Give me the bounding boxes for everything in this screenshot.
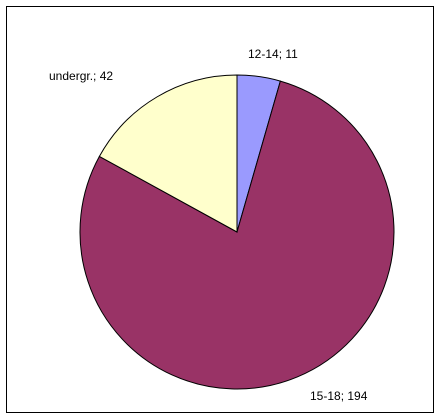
data-label-15-18: 15-18; 194 <box>310 389 368 403</box>
pie-slice-undergr <box>98 74 238 233</box>
pie-data-labels: 12-14; 11 15-18; 194 undergr.; 42 <box>49 47 368 403</box>
data-label-12-14: 12-14; 11 <box>248 47 298 61</box>
data-label-undergr: undergr.; 42 <box>49 69 113 83</box>
pie-slices <box>79 74 395 390</box>
pie-slice-15-18 <box>79 80 395 390</box>
